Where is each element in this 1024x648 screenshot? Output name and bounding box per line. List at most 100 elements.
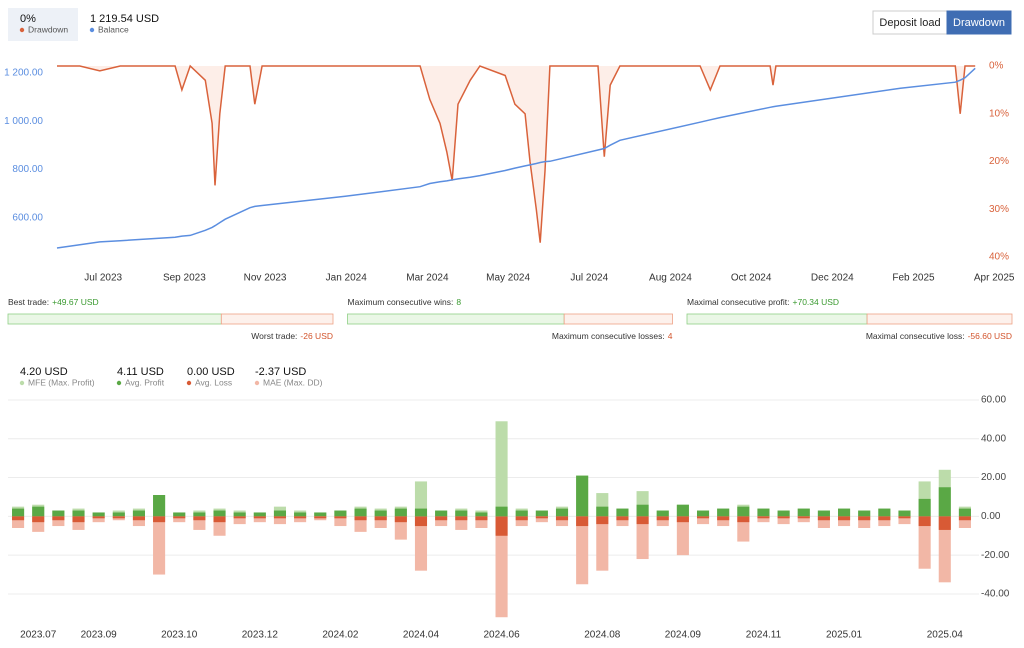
bar <box>213 516 226 523</box>
toggle-button[interactable]: Drawdown <box>946 10 1012 35</box>
bar <box>555 516 569 527</box>
bar <box>273 510 287 517</box>
bar <box>676 516 689 556</box>
button-label[interactable]: Drawdown <box>953 17 1005 29</box>
bar <box>656 516 669 521</box>
bar <box>838 508 851 517</box>
legend-label: Balance <box>98 24 129 34</box>
bar <box>777 516 790 525</box>
stat-bar-negative <box>866 313 1013 325</box>
bar <box>414 508 428 517</box>
bar <box>535 516 548 523</box>
bar <box>777 510 790 517</box>
bar <box>576 516 589 527</box>
bar <box>797 516 810 523</box>
legend-label: MFE (Max. Profit) <box>28 377 95 387</box>
x-tick-label: 2023.12 <box>242 630 279 641</box>
y-tick-label: 40.00 <box>981 433 1006 444</box>
bar <box>132 516 145 527</box>
y-tick-label: -20.00 <box>981 550 1010 561</box>
y-tick-label: 1 200.00 <box>4 68 43 79</box>
x-tick-label: Jan 2024 <box>326 273 368 284</box>
button-bg[interactable] <box>946 10 1012 35</box>
bar <box>12 516 25 528</box>
bar <box>173 516 186 519</box>
bar <box>233 516 246 519</box>
legend-label: Drawdown <box>28 24 68 34</box>
bar <box>314 516 327 519</box>
bar <box>12 516 25 521</box>
legend-label: MAE (Max. DD) <box>263 377 323 387</box>
bar <box>92 512 105 517</box>
bar <box>394 508 407 517</box>
bar <box>858 516 871 521</box>
bar <box>435 516 448 527</box>
bar <box>253 512 266 517</box>
bar <box>153 495 166 517</box>
bar <box>334 516 347 519</box>
bar <box>676 516 689 523</box>
legend-swatch <box>89 27 95 33</box>
legend-swatch <box>19 27 25 33</box>
y-tick-label: 1 000.00 <box>4 116 43 127</box>
legend-swatch <box>19 380 25 386</box>
bar <box>92 516 105 523</box>
bar <box>495 506 508 517</box>
bar <box>656 516 669 527</box>
bar <box>294 512 307 517</box>
bar <box>636 504 649 517</box>
bar <box>576 516 589 585</box>
x-tick-label: 2024.11 <box>746 630 782 641</box>
stat-counter-label: Worst trade: -26 USD <box>251 331 333 341</box>
bar <box>555 508 569 517</box>
y-tick-label: -40.00 <box>981 589 1010 600</box>
toggle-button[interactable]: Deposit load <box>872 10 948 35</box>
stat-name: Worst trade: <box>251 331 297 341</box>
stat-value: 8 <box>456 297 461 307</box>
bar <box>294 516 307 519</box>
bar <box>273 516 287 525</box>
legend-value: 4.11 USD <box>117 366 164 378</box>
x-tick-label: 2023.07 <box>20 630 57 641</box>
bar <box>898 510 911 517</box>
bar <box>394 516 407 523</box>
bar <box>757 516 770 523</box>
bar <box>334 510 347 517</box>
stat-label: Best trade: +49.67 USD <box>8 297 99 307</box>
bar <box>757 508 770 517</box>
bar <box>938 516 951 530</box>
bar <box>938 487 951 517</box>
stat-value: 4 <box>668 331 673 341</box>
bar <box>918 516 931 527</box>
bar <box>656 510 669 517</box>
stat-label: Maximum consecutive wins: 8 <box>348 297 462 307</box>
bar <box>173 516 186 523</box>
x-tick-label: Jul 2024 <box>570 273 608 284</box>
bar <box>52 516 65 521</box>
bar <box>414 516 428 571</box>
button-label[interactable]: Deposit load <box>879 17 940 29</box>
bar <box>878 508 891 517</box>
legend-label: Avg. Loss <box>195 377 232 387</box>
bar <box>72 510 85 517</box>
bar <box>455 510 468 517</box>
bar <box>696 510 710 517</box>
stat-name: Maximum consecutive losses: <box>552 331 665 341</box>
x-tick-label: 2024.02 <box>322 630 359 641</box>
bar <box>455 516 468 521</box>
legend-label: Avg. Profit <box>125 377 165 387</box>
bar <box>374 510 387 517</box>
bar <box>616 508 629 517</box>
bar <box>435 516 448 521</box>
bar <box>52 516 65 527</box>
bar <box>294 516 307 523</box>
bar <box>475 516 488 521</box>
x-tick-label: Sep 2023 <box>163 273 206 284</box>
stat-bar-positive <box>7 313 222 325</box>
legend-swatch <box>116 380 122 386</box>
bar <box>233 516 246 525</box>
bar <box>777 516 790 519</box>
bar <box>858 516 871 528</box>
bar <box>32 506 45 517</box>
bar <box>958 508 971 517</box>
